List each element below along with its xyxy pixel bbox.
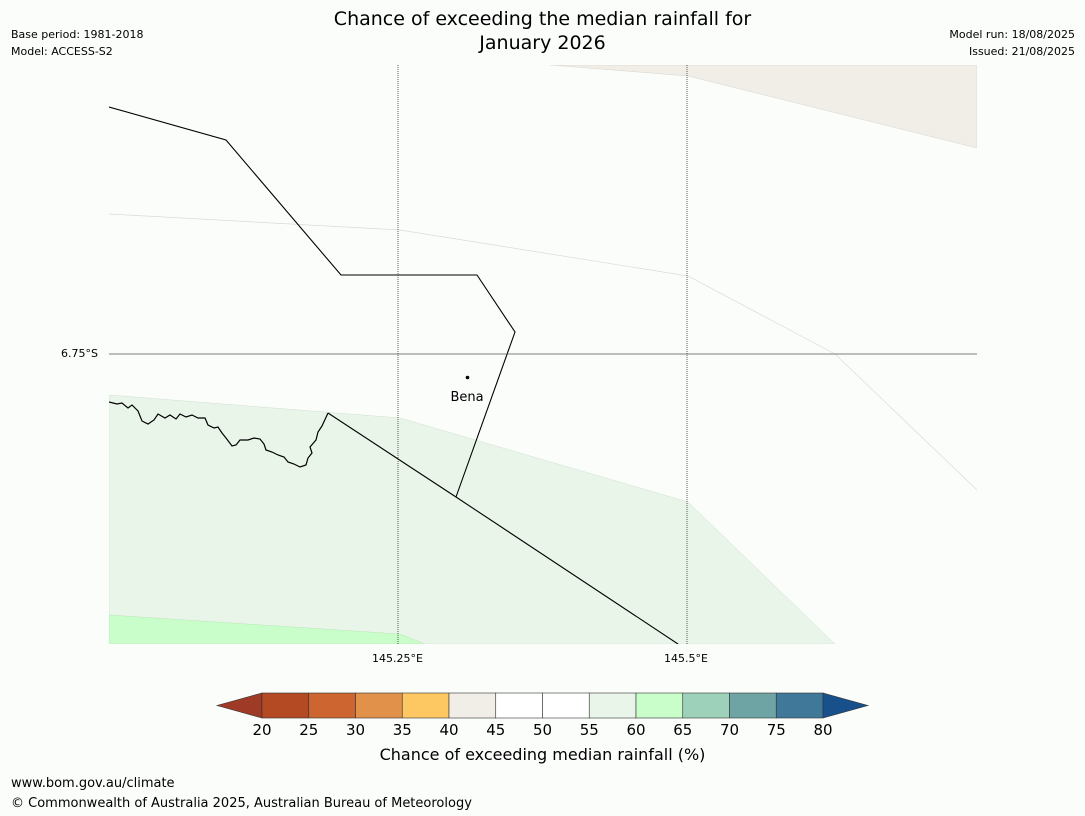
longitude-tick-label: 145.25°E bbox=[372, 652, 423, 665]
colorbar-segment bbox=[682, 692, 730, 719]
colorbar-tick-label: 30 bbox=[346, 721, 365, 739]
base-period-text: Base period: 1981-2018 bbox=[11, 28, 144, 41]
colorbar-segment bbox=[308, 692, 356, 719]
region-60-65 bbox=[109, 614, 426, 644]
region-40-45 bbox=[549, 65, 977, 149]
region-55-60 bbox=[109, 394, 836, 644]
footer-copyright: © Commonwealth of Australia 2025, Austra… bbox=[11, 796, 472, 811]
colorbar-tick-label: 50 bbox=[533, 721, 552, 739]
colorbar-segment bbox=[448, 692, 497, 719]
colorbar-segment bbox=[775, 692, 824, 719]
place-label: Bena bbox=[450, 390, 483, 405]
colorbar-tick-label: 25 bbox=[299, 721, 318, 739]
longitude-tick-label: 145.5°E bbox=[664, 652, 708, 665]
footer-url[interactable]: www.bom.gov.au/climate bbox=[11, 776, 175, 791]
colorbar-extend-high bbox=[822, 692, 870, 719]
colorbar-tick-label: 70 bbox=[720, 721, 739, 739]
model-text: Model: ACCESS-S2 bbox=[11, 45, 113, 58]
title-line-1: Chance of exceeding the median rainfall … bbox=[333, 8, 752, 30]
map-canvas: Bena bbox=[109, 65, 977, 644]
colorbar-tick-label: 55 bbox=[580, 721, 599, 739]
colorbar-segment bbox=[635, 692, 684, 719]
colorbar-tick-label: 65 bbox=[673, 721, 692, 739]
coastline bbox=[109, 401, 329, 468]
colorbar-tick-label: 35 bbox=[393, 721, 412, 739]
colorbar-segment bbox=[401, 692, 450, 719]
colorbar-segment bbox=[729, 692, 777, 719]
model-run-text: Model run: 18/08/2025 bbox=[949, 28, 1075, 41]
colorbar-tick-label: 80 bbox=[813, 721, 832, 739]
colorbar-tick-label: 20 bbox=[252, 721, 271, 739]
colorbar-tick-label: 45 bbox=[486, 721, 505, 739]
issued-text: Issued: 21/08/2025 bbox=[968, 45, 1075, 58]
colorbar-tick-label: 75 bbox=[767, 721, 786, 739]
title-line-2: January 2026 bbox=[479, 32, 606, 54]
province-boundary bbox=[327, 412, 679, 644]
colorbar: 20 25 30 35 40 45 50 55 60 65 70 75 80 bbox=[215, 692, 870, 739]
colorbar-segment bbox=[355, 692, 403, 719]
meta-left: Base period: 1981-2018 Model: ACCESS-S2 bbox=[11, 26, 143, 60]
contour-line bbox=[109, 213, 977, 491]
place-marker bbox=[465, 375, 470, 380]
colorbar-segment bbox=[588, 692, 637, 719]
province-boundary bbox=[109, 106, 516, 498]
colorbar-extend-low bbox=[215, 692, 263, 719]
latitude-tick-label: 6.75°S bbox=[61, 347, 98, 360]
colorbar-tick-label: 60 bbox=[626, 721, 645, 739]
colorbar-segment bbox=[261, 692, 310, 719]
colorbar-segment bbox=[542, 692, 590, 719]
colorbar-label: Chance of exceeding median rainfall (%) bbox=[379, 745, 706, 764]
colorbar-segment bbox=[495, 692, 543, 719]
map-title: Chance of exceeding the median rainfall … bbox=[0, 7, 1085, 55]
colorbar-tick-label: 40 bbox=[439, 721, 458, 739]
meta-right: Model run: 18/08/2025 Issued: 21/08/2025 bbox=[949, 26, 1075, 60]
